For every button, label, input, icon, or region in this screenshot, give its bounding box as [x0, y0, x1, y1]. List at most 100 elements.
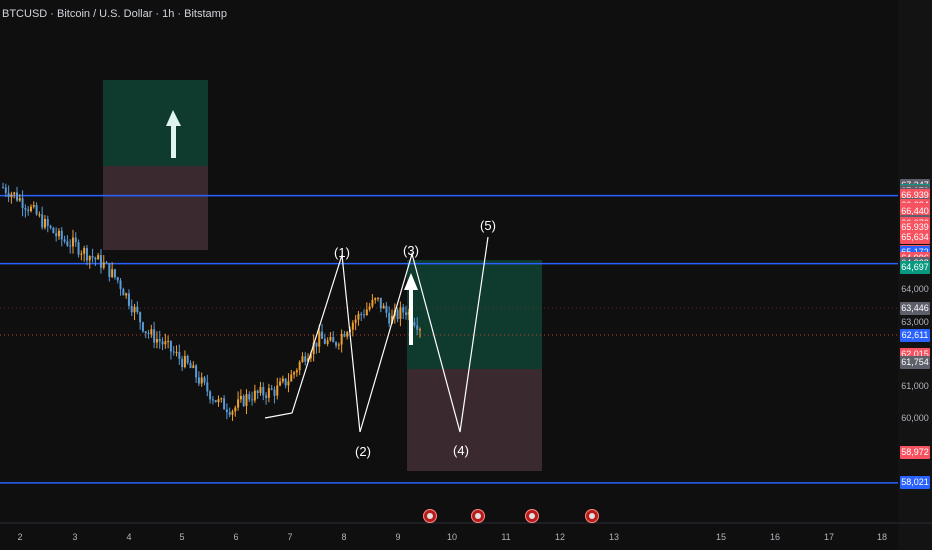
candle-body — [175, 351, 178, 353]
us-flag-icon[interactable] — [585, 509, 599, 523]
candle-body — [388, 312, 391, 324]
time-axis-tick: 3 — [72, 532, 78, 542]
candle-body — [371, 299, 374, 307]
wave-label: (4) — [453, 443, 469, 458]
candle-body — [228, 412, 231, 415]
time-axis-tick: 4 — [126, 532, 132, 542]
candle-body — [318, 331, 321, 347]
price-label: 63,446 — [900, 301, 930, 315]
candle-body — [385, 305, 388, 313]
candle-body — [211, 399, 214, 401]
candle-body — [150, 329, 153, 335]
candle-body — [290, 374, 293, 382]
candle-body — [382, 305, 385, 309]
candle-body — [354, 319, 357, 323]
time-axis-tick: 12 — [554, 532, 566, 542]
candle-body — [225, 409, 228, 413]
candle-body — [49, 225, 52, 228]
candle-body — [242, 395, 245, 406]
price-axis-background — [898, 0, 932, 550]
candle-body — [363, 314, 366, 316]
candle-body — [71, 237, 74, 247]
candle-body — [164, 341, 167, 345]
candle-body — [399, 307, 402, 319]
candle-body — [130, 305, 133, 313]
price-label: 58,972 — [900, 445, 930, 459]
candle-body — [181, 358, 184, 368]
wave-arrow-icon — [404, 273, 418, 345]
chart-title: BTCUSD · Bitcoin / U.S. Dollar · 1h · Bi… — [2, 8, 227, 20]
candle-body — [214, 400, 217, 403]
axis-price-tick: 61,000 — [901, 380, 929, 391]
candle-body — [337, 344, 340, 346]
candle-body — [99, 255, 102, 268]
candle-body — [281, 378, 284, 382]
candle-body — [102, 262, 105, 268]
candle-body — [29, 206, 32, 212]
candle-body — [273, 389, 276, 396]
candle-body — [133, 306, 136, 313]
us-flag-icon[interactable] — [423, 509, 437, 523]
candle-body — [55, 233, 58, 237]
candle-body — [46, 219, 49, 226]
candle-body — [60, 230, 63, 240]
axis-price-tick: 64,000 — [901, 284, 929, 295]
candle-body — [7, 192, 10, 198]
candle-body — [38, 214, 41, 216]
candle-body — [245, 394, 248, 406]
candle-body — [43, 219, 46, 228]
candle-body — [279, 381, 282, 386]
candle-body — [116, 277, 119, 281]
candle-body — [21, 198, 24, 209]
us-flag-icon[interactable] — [525, 509, 539, 523]
candle-body — [141, 322, 144, 332]
candle-body — [4, 187, 7, 193]
candle-body — [321, 331, 324, 339]
candle-body — [326, 340, 329, 344]
candle-body — [284, 378, 287, 386]
candle-body — [178, 351, 181, 359]
candle-body — [251, 399, 254, 401]
candle-body — [197, 377, 200, 384]
candle-body — [307, 358, 310, 362]
candle-body — [407, 311, 410, 315]
candle-body — [139, 312, 142, 323]
candle-body — [119, 280, 122, 290]
candle-body — [312, 342, 315, 355]
candle-body — [127, 293, 130, 306]
us-flag-icon[interactable] — [471, 509, 485, 523]
wave-label: (1) — [334, 245, 350, 260]
candle-body — [189, 363, 192, 368]
candle-body — [200, 377, 203, 384]
candle-body — [298, 362, 301, 371]
price-label: 58,021 — [900, 476, 930, 490]
candle-body — [351, 322, 354, 330]
candle-body — [223, 398, 226, 410]
candle-body — [69, 245, 72, 247]
candle-body — [262, 386, 265, 396]
time-axis-tick: 11 — [501, 532, 511, 542]
up-arrow-icon — [166, 110, 181, 158]
candle-body — [122, 289, 125, 296]
candle-body — [94, 257, 97, 260]
candle-body — [172, 351, 175, 353]
candle-body — [113, 269, 116, 278]
candle-body — [377, 297, 380, 299]
stop-zone-box — [103, 166, 208, 250]
wave-label: (3) — [403, 243, 419, 258]
time-axis-tick: 6 — [233, 532, 239, 542]
candle-body — [256, 390, 259, 394]
time-axis-tick: 7 — [287, 532, 293, 542]
wave-label: (5) — [480, 218, 496, 233]
price-label: 62,611 — [900, 328, 930, 342]
candle-body — [357, 313, 360, 320]
candle-body — [309, 354, 312, 359]
time-axis-tick: 8 — [341, 532, 347, 542]
candle-body — [57, 230, 60, 237]
candle-body — [343, 333, 346, 337]
candle-body — [91, 256, 94, 258]
candle-body — [413, 322, 416, 326]
candle-body — [13, 192, 16, 195]
candle-body — [83, 248, 86, 254]
